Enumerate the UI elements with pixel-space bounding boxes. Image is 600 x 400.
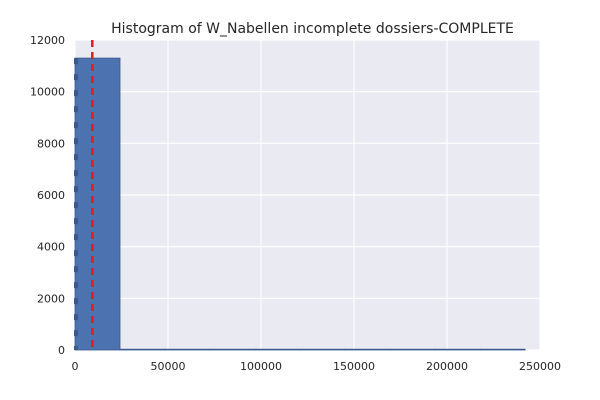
histogram-bar [299, 348, 346, 351]
x-tick-label: 100000 [240, 360, 282, 373]
histogram-bar [434, 348, 481, 351]
chart-title: Histogram of W_Nabellen incomplete dossi… [111, 21, 514, 37]
x-tick-labels: 0 50000 100000 150000 200000 250000 [72, 360, 562, 373]
grid-lines [74, 39, 541, 351]
x-tick-label: 0 [72, 360, 79, 373]
y-tick-label: 0 [58, 344, 65, 357]
y-tick-label: 2000 [37, 292, 65, 305]
y-tick-labels: 0 2000 4000 6000 8000 10000 12000 [30, 34, 65, 357]
histogram-bar [389, 348, 436, 351]
histogram-bars [74, 57, 526, 351]
histogram-bar [74, 57, 121, 351]
histogram-bar [344, 348, 391, 351]
histogram-bar [164, 348, 211, 351]
y-tick-label: 6000 [37, 189, 65, 202]
y-tick-label: 10000 [30, 86, 65, 99]
y-tick-label: 4000 [37, 241, 65, 254]
x-tick-label: 50000 [151, 360, 186, 373]
histogram-bar [479, 348, 526, 351]
x-tick-label: 200000 [426, 360, 468, 373]
y-tick-label: 12000 [30, 34, 65, 47]
x-tick-label: 150000 [333, 360, 375, 373]
histogram-bar [209, 348, 256, 351]
histogram-bar [119, 348, 166, 351]
histogram-bar [254, 348, 301, 351]
y-tick-label: 8000 [37, 137, 65, 150]
x-tick-label: 250000 [519, 360, 561, 373]
